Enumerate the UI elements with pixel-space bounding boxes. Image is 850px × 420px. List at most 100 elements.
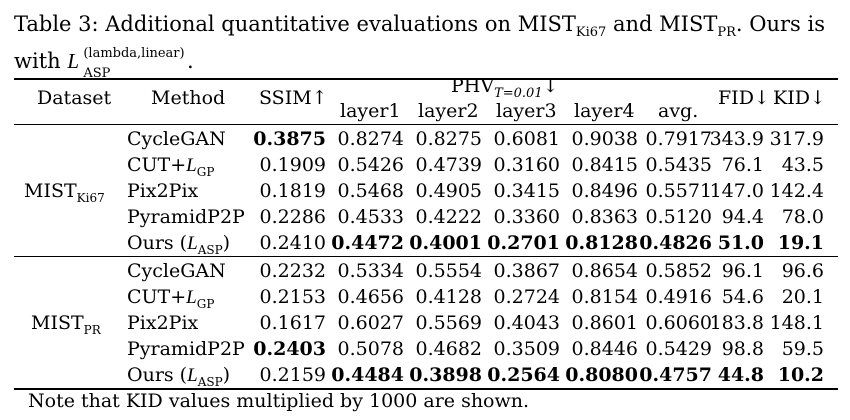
cell-ssim: 0.1909 [259, 154, 326, 176]
cell-fid: 94.4 [721, 206, 764, 228]
header-dataset: Dataset [37, 87, 112, 109]
cell-ssim: 0.3875 [253, 128, 326, 150]
cell-kid: 317.9 [769, 128, 824, 150]
cell-fid: 54.6 [721, 286, 764, 308]
cell-l3: 0.3415 [493, 180, 560, 202]
cell-l2: 0.4682 [415, 338, 482, 360]
cell-l1: 0.6027 [337, 312, 404, 334]
cell-kid: 43.5 [781, 154, 824, 176]
cell-fid: 147.0 [709, 180, 764, 202]
method-cell: Pix2Pix [127, 312, 199, 334]
cell-l1: 0.4472 [331, 232, 404, 254]
cell-kid: 96.6 [781, 260, 824, 282]
cell-fid: 343.9 [709, 128, 764, 150]
cell-l4: 0.8154 [571, 286, 638, 308]
cell-l4: 0.9038 [571, 128, 638, 150]
method-cell: CUT+LGP [127, 154, 215, 179]
group-separator-rule [14, 256, 838, 257]
cell-fid: 51.0 [717, 232, 764, 254]
table-caption: Table 3: Additional quantitative evaluat… [14, 10, 844, 82]
cell-avg: 0.5429 [645, 338, 712, 360]
table-note: Note that KID values multiplied by 1000 … [28, 390, 530, 412]
cell-l3: 0.3360 [493, 206, 560, 228]
cell-avg: 0.4757 [639, 364, 712, 386]
cell-kid: 10.2 [777, 364, 824, 386]
cell-ssim: 0.2286 [259, 206, 326, 228]
cell-l1: 0.5334 [337, 260, 404, 282]
header-avg: avg. [658, 100, 699, 122]
cell-kid: 78.0 [781, 206, 824, 228]
cell-l3: 0.3160 [493, 154, 560, 176]
cell-l1: 0.5078 [337, 338, 404, 360]
cell-l1: 0.4533 [337, 206, 404, 228]
cell-fid: 98.8 [721, 338, 764, 360]
header-phv: PHVT=0.01↓ [451, 75, 559, 101]
method-cell: Ours (LASP) [127, 232, 231, 257]
cell-l2: 0.4128 [415, 286, 482, 308]
cell-l4: 0.8415 [571, 154, 638, 176]
cell-ssim: 0.2232 [259, 260, 326, 282]
cell-avg: 0.5852 [645, 260, 712, 282]
cell-l2: 0.8275 [415, 128, 482, 150]
cell-l3: 0.4043 [493, 312, 560, 334]
cell-l4: 0.8128 [565, 232, 638, 254]
cell-l2: 0.3898 [409, 364, 482, 386]
cell-avg: 0.7917 [645, 128, 712, 150]
cell-avg: 0.5120 [645, 206, 712, 228]
caption-loss-symbol: L (lambda,linear) ASP [67, 46, 185, 82]
cell-l1: 0.5468 [337, 180, 404, 202]
caption-line-1: Table 3: Additional quantitative evaluat… [14, 12, 825, 41]
cell-l2: 0.4222 [415, 206, 482, 228]
header-method: Method [151, 87, 226, 109]
header-layer1: layer1 [340, 100, 401, 122]
cell-l4: 0.8601 [571, 312, 638, 334]
cell-kid: 142.4 [769, 180, 824, 202]
cell-l2: 0.4001 [409, 232, 482, 254]
cell-ssim: 0.1819 [259, 180, 326, 202]
method-cell: Pix2Pix [127, 180, 199, 202]
cell-fid: 76.1 [721, 154, 764, 176]
cell-avg: 0.5571 [645, 180, 712, 202]
cell-fid: 183.8 [709, 312, 764, 334]
method-cell: Ours (LASP) [127, 364, 231, 389]
cell-l2: 0.4905 [415, 180, 482, 202]
cell-avg: 0.6060 [645, 312, 712, 334]
cell-l1: 0.4484 [331, 364, 404, 386]
header-layer2: layer2 [418, 100, 479, 122]
cell-l2: 0.4739 [415, 154, 482, 176]
cell-kid: 59.5 [781, 338, 824, 360]
cell-l3: 0.6081 [493, 128, 560, 150]
cell-l4: 0.8654 [571, 260, 638, 282]
cell-l1: 0.8274 [337, 128, 404, 150]
cell-ssim: 0.1617 [259, 312, 326, 334]
cell-kid: 20.1 [781, 286, 824, 308]
cell-l3: 0.3509 [493, 338, 560, 360]
cell-l2: 0.5569 [415, 312, 482, 334]
method-cell: PyramidP2P [127, 338, 245, 360]
cell-l3: 0.2564 [487, 364, 560, 386]
caption-line-2: with L (lambda,linear) ASP. [14, 46, 194, 82]
dataset-label: MISTPR [31, 312, 101, 337]
bottom-rule [14, 388, 838, 390]
header-ssim: SSIM↑ [259, 87, 328, 109]
cell-kid: 19.1 [777, 232, 824, 254]
cell-l4: 0.8080 [565, 364, 638, 386]
cell-fid: 96.1 [721, 260, 764, 282]
header-fid: FID↓ [718, 87, 770, 109]
header-rule [14, 124, 838, 125]
method-cell: CUT+LGP [127, 286, 215, 311]
method-cell: CycleGAN [127, 260, 226, 282]
cell-l4: 0.8363 [571, 206, 638, 228]
cell-avg: 0.4916 [645, 286, 712, 308]
cell-ssim: 0.2403 [253, 338, 326, 360]
cell-avg: 0.5435 [645, 154, 712, 176]
method-cell: PyramidP2P [127, 206, 245, 228]
cell-l3: 0.3867 [493, 260, 560, 282]
cell-ssim: 0.2153 [259, 286, 326, 308]
cell-l1: 0.4656 [337, 286, 404, 308]
cell-kid: 148.1 [769, 312, 824, 334]
header-layer3: layer3 [496, 100, 557, 122]
top-rule [14, 78, 838, 80]
cell-l2: 0.5554 [415, 260, 482, 282]
cell-fid: 44.8 [717, 364, 764, 386]
